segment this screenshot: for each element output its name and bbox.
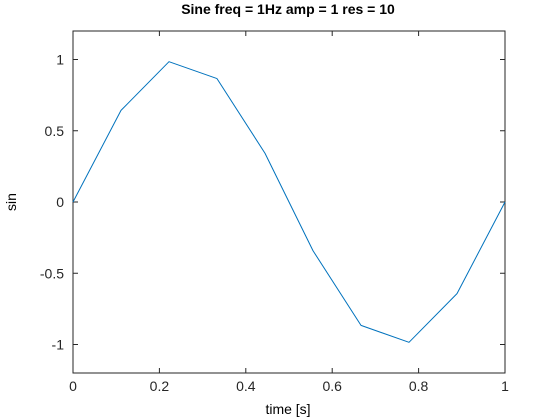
chart-title: Sine freq = 1Hz amp = 1 res = 10 (181, 1, 395, 17)
x-tick-label: 0 (69, 378, 77, 394)
y-axis-label: sin (3, 193, 19, 211)
series-layer (72, 61, 506, 343)
y-tick-label: 0 (56, 194, 64, 210)
x-tick-label: 0.8 (409, 378, 429, 394)
x-tick-label: 0.6 (322, 378, 342, 394)
y-tick-label: -1 (52, 337, 65, 353)
axis-ticks: 0 0.2 0.4 0.6 0.8 1 1 0.5 0 -0.5 -1 (40, 31, 509, 394)
x-tick-label: 0.2 (150, 378, 170, 394)
x-tick-label: 0.4 (236, 378, 256, 394)
x-axis-label: time [s] (265, 401, 310, 417)
y-tick-label: 0.5 (45, 123, 65, 139)
y-tick-label: 1 (56, 52, 64, 68)
y-tick-label: -0.5 (40, 265, 64, 281)
series-line (72, 61, 506, 343)
x-tick-label: 1 (501, 378, 509, 394)
